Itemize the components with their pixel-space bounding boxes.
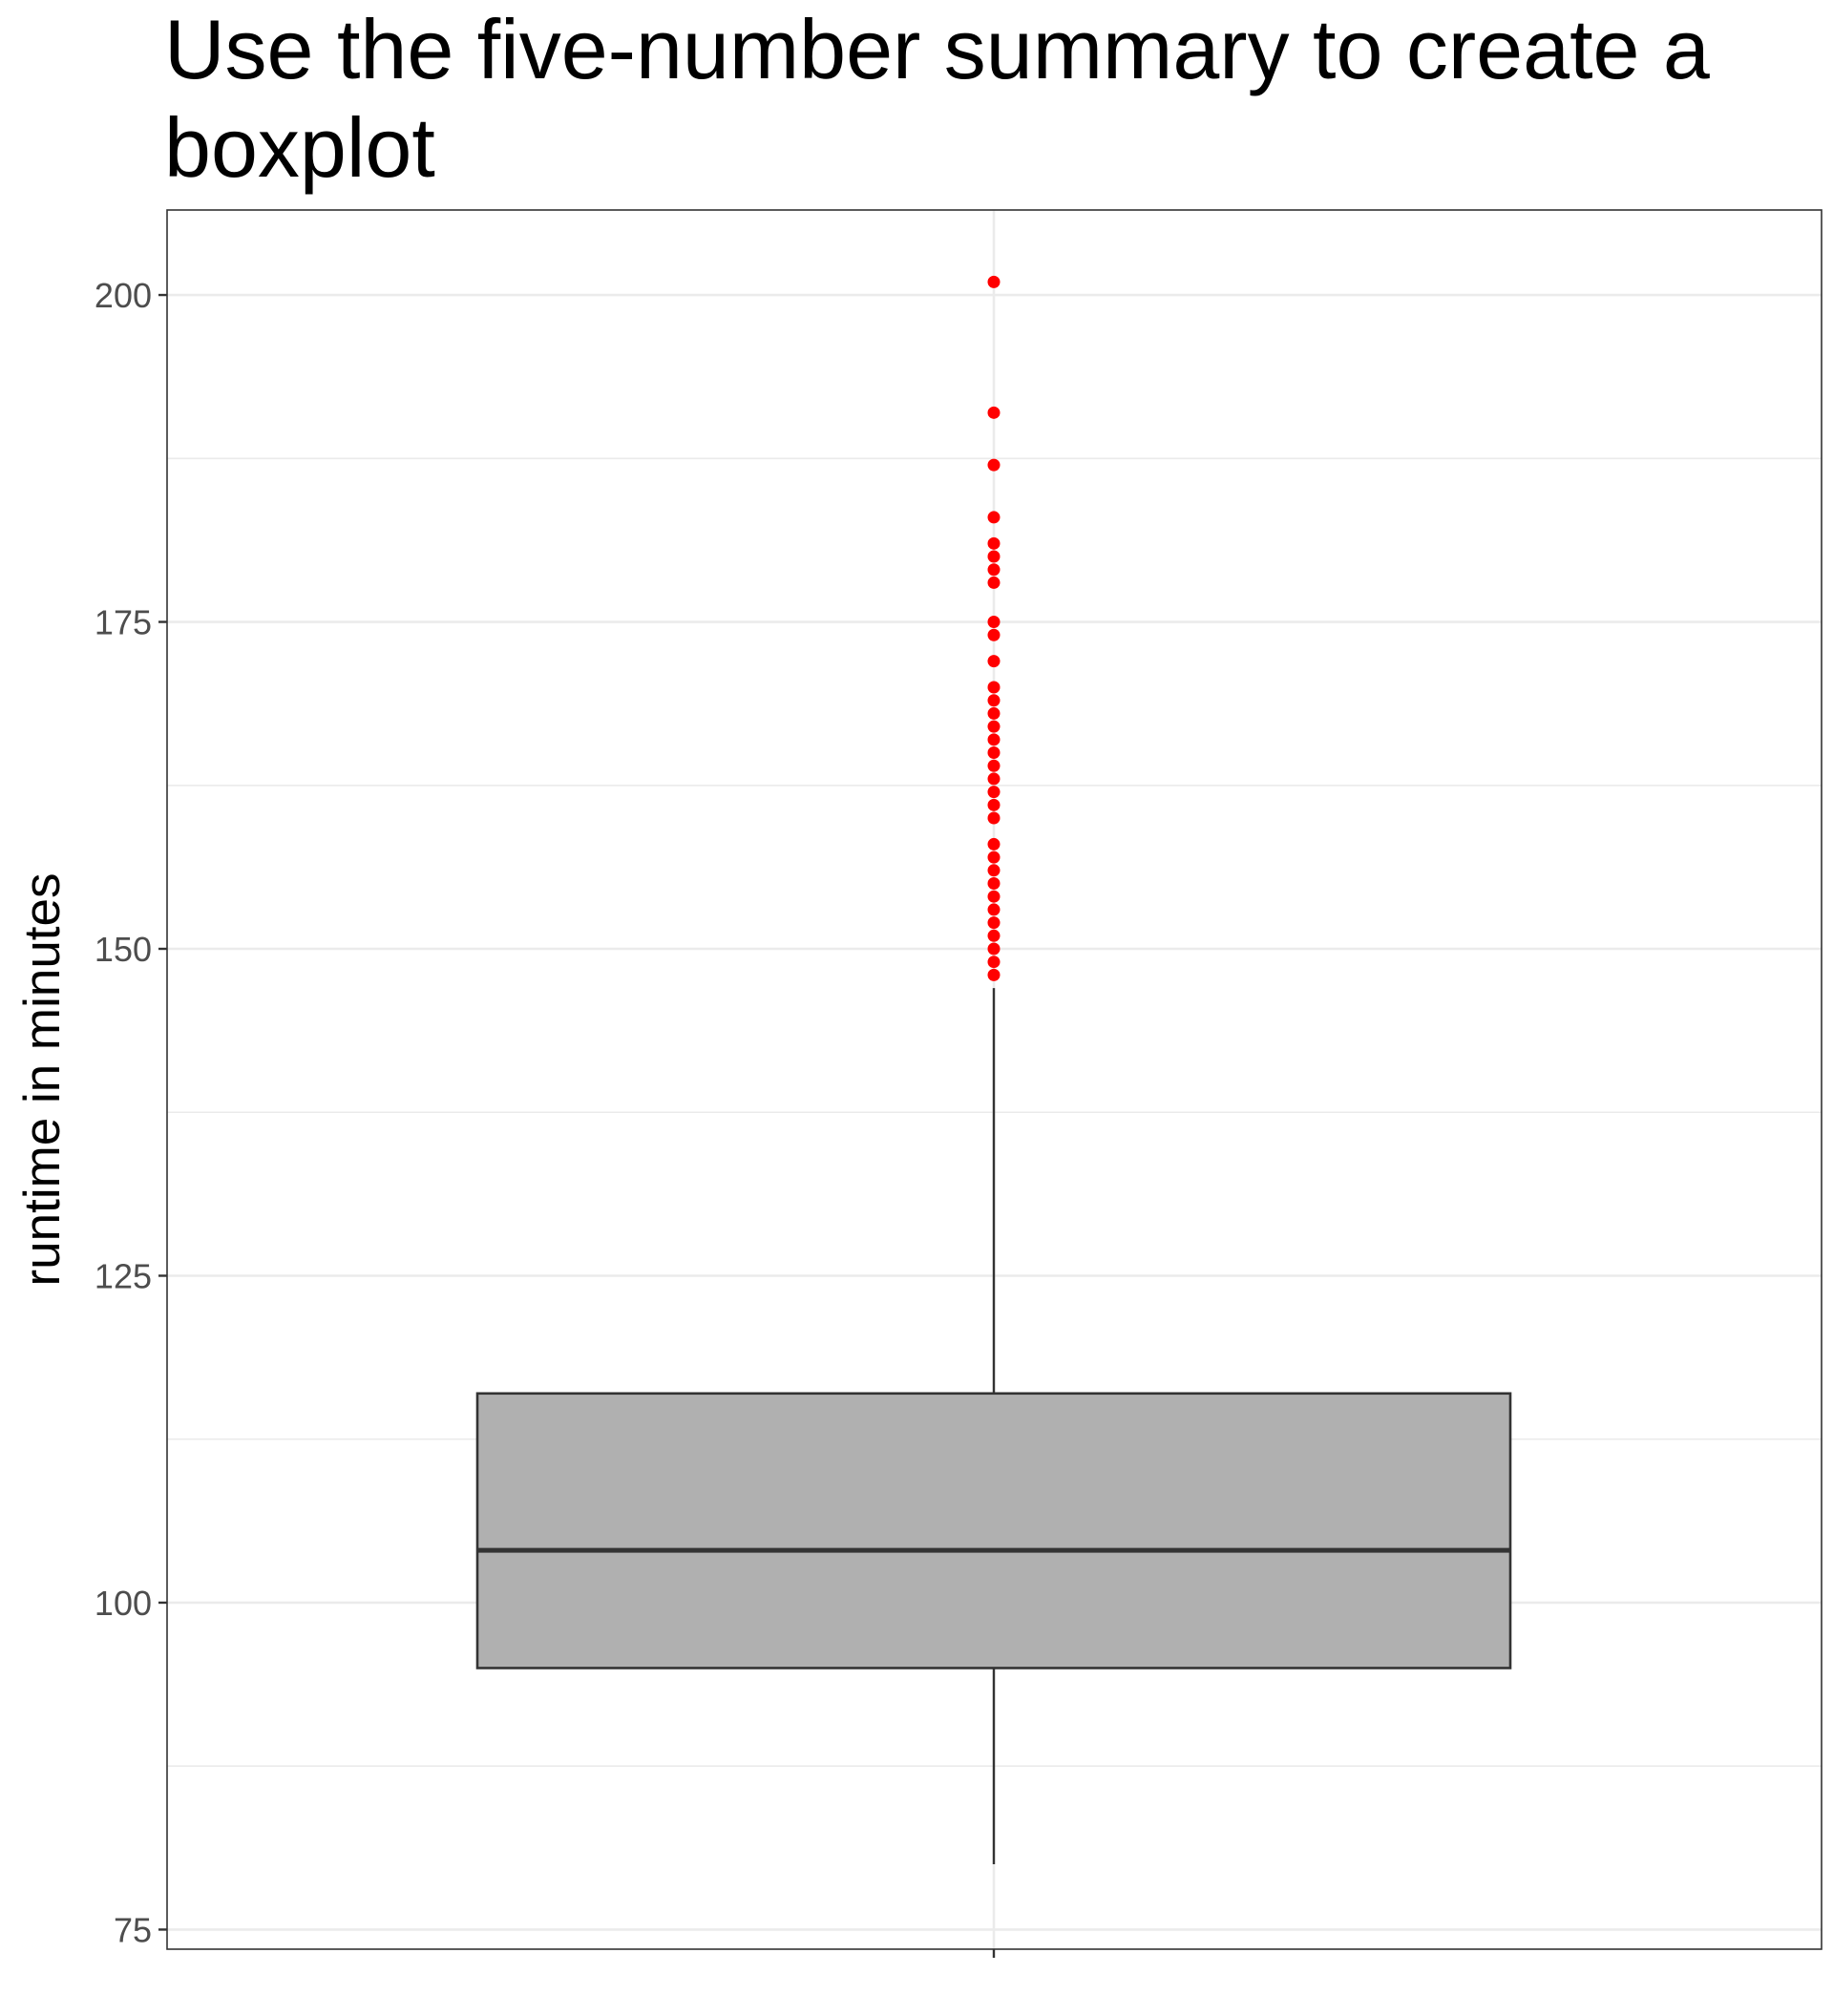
outlier-point	[987, 786, 1001, 799]
outlier-point	[987, 576, 1001, 589]
outlier-point	[987, 746, 1001, 760]
outlier-point	[987, 890, 1001, 903]
outlier-point	[987, 694, 1001, 707]
outlier-point	[987, 877, 1001, 891]
outlier-point	[987, 733, 1001, 746]
outlier-point	[987, 550, 1001, 563]
outlier-point	[987, 616, 1001, 629]
y-axis-title: runtime in minutes	[14, 872, 71, 1286]
outlier-point	[987, 720, 1001, 733]
outlier-point	[987, 772, 1001, 786]
y-tick-label: 75	[114, 1910, 152, 1949]
outlier-points	[987, 275, 1001, 981]
outlier-point	[987, 811, 1001, 825]
y-tick-label: 200	[95, 276, 152, 315]
outlier-point	[987, 968, 1001, 981]
outlier-point	[987, 837, 1001, 850]
y-tick-label: 125	[95, 1256, 152, 1295]
outlier-point	[987, 706, 1001, 720]
outlier-point	[987, 458, 1001, 472]
y-tick-label: 100	[95, 1584, 152, 1623]
chart-title: Use the five-number summary to create a …	[164, 2, 1710, 195]
boxplot-layer	[475, 988, 1512, 1864]
y-axis: 75 100 125 150 175 200	[95, 276, 167, 1949]
outlier-point	[987, 956, 1001, 969]
outlier-point	[987, 942, 1001, 956]
outlier-point	[987, 916, 1001, 930]
outlier-point	[987, 511, 1001, 524]
outlier-point	[987, 864, 1001, 877]
outlier-point	[987, 536, 1001, 550]
outlier-point	[987, 655, 1001, 668]
outlier-point	[987, 563, 1001, 577]
iqr-box	[475, 1392, 1512, 1670]
outlier-point	[987, 681, 1001, 694]
outlier-point	[987, 628, 1001, 641]
outlier-point	[987, 903, 1001, 916]
y-tick-label: 150	[95, 930, 152, 969]
y-tick-label: 175	[95, 603, 152, 642]
outlier-point	[987, 759, 1001, 772]
outlier-point	[987, 406, 1001, 419]
outlier-point	[987, 275, 1001, 288]
outlier-point	[987, 798, 1001, 811]
outlier-point	[987, 850, 1001, 864]
outlier-point	[987, 929, 1001, 942]
